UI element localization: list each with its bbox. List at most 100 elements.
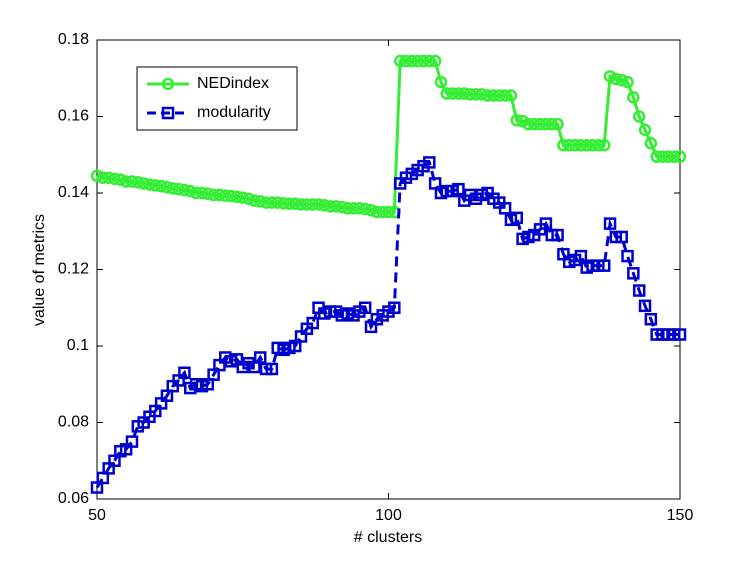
marker (615, 73, 628, 87)
marker (528, 117, 541, 131)
legend-label: modularity (197, 104, 271, 121)
marker (533, 117, 547, 131)
marker (125, 435, 139, 448)
y-tick-label: 0.1 (67, 337, 89, 354)
marker (475, 88, 489, 101)
marker (539, 117, 553, 131)
marker (300, 198, 314, 211)
marker (621, 75, 634, 89)
y-tick-label: 0.14 (58, 184, 89, 201)
marker (207, 188, 220, 202)
y-tick-label: 0.08 (58, 414, 89, 431)
marker (294, 198, 308, 211)
marker (323, 200, 337, 213)
marker (498, 202, 512, 215)
legend-marker (161, 77, 175, 91)
marker (382, 205, 395, 219)
marker (353, 202, 366, 215)
marker (242, 192, 255, 205)
marker (347, 202, 360, 215)
marker (522, 117, 535, 131)
marker (644, 137, 658, 150)
marker (539, 217, 553, 230)
marker (423, 156, 436, 169)
marker (318, 198, 331, 212)
marker (644, 312, 658, 326)
y-axis-label: value of metrics (31, 214, 48, 326)
marker (178, 183, 191, 197)
marker (376, 205, 389, 219)
marker (253, 195, 267, 208)
x-tick-label: 50 (88, 507, 106, 524)
marker (667, 150, 681, 163)
marker (568, 138, 582, 152)
marker (137, 177, 150, 190)
marker (434, 75, 448, 89)
marker (487, 89, 500, 102)
marker (335, 200, 349, 214)
marker (458, 87, 471, 100)
marker (358, 301, 372, 314)
marker (603, 70, 617, 83)
marker (160, 181, 174, 194)
marker (341, 202, 354, 215)
legend-marker (161, 106, 175, 120)
marker (143, 178, 156, 191)
marker (609, 72, 623, 86)
marker (219, 189, 232, 202)
marker (469, 88, 483, 101)
marker (615, 230, 628, 244)
marker (253, 351, 267, 364)
marker (638, 299, 652, 313)
marker (481, 89, 494, 102)
marker (358, 202, 372, 216)
marker (656, 150, 669, 163)
marker (597, 138, 611, 152)
marker (545, 117, 558, 131)
marker (673, 328, 687, 341)
marker (259, 196, 273, 209)
marker (265, 196, 279, 209)
marker (108, 172, 121, 186)
marker (510, 211, 524, 225)
marker (621, 249, 634, 263)
marker (230, 190, 244, 204)
marker (125, 175, 139, 188)
marker (248, 194, 261, 207)
marker (627, 267, 640, 280)
marker (417, 54, 430, 68)
marker (166, 182, 180, 195)
marker (574, 249, 588, 263)
marker (650, 150, 663, 163)
marker (557, 138, 570, 152)
marker (586, 138, 599, 152)
marker (673, 150, 687, 163)
marker (411, 54, 424, 68)
x-axis-label: # clusters (354, 529, 422, 546)
marker (312, 198, 325, 211)
marker (498, 89, 512, 102)
marker (306, 198, 319, 211)
marker (265, 362, 279, 376)
marker (440, 87, 454, 100)
marker (446, 87, 459, 100)
marker (452, 182, 465, 196)
marker (638, 123, 652, 137)
marker (96, 171, 110, 184)
marker (597, 259, 611, 272)
marker (195, 186, 209, 200)
marker (463, 88, 477, 101)
marker (393, 54, 407, 68)
marker (119, 175, 133, 188)
marker (662, 150, 675, 163)
y-tick-label: 0.06 (58, 490, 89, 507)
marker (632, 110, 646, 123)
marker (277, 197, 290, 210)
marker (184, 184, 197, 198)
marker (288, 197, 302, 210)
marker (283, 197, 296, 210)
y-tick-label: 0.16 (58, 108, 89, 125)
marker (603, 217, 617, 230)
x-tick-label: 150 (667, 507, 694, 524)
